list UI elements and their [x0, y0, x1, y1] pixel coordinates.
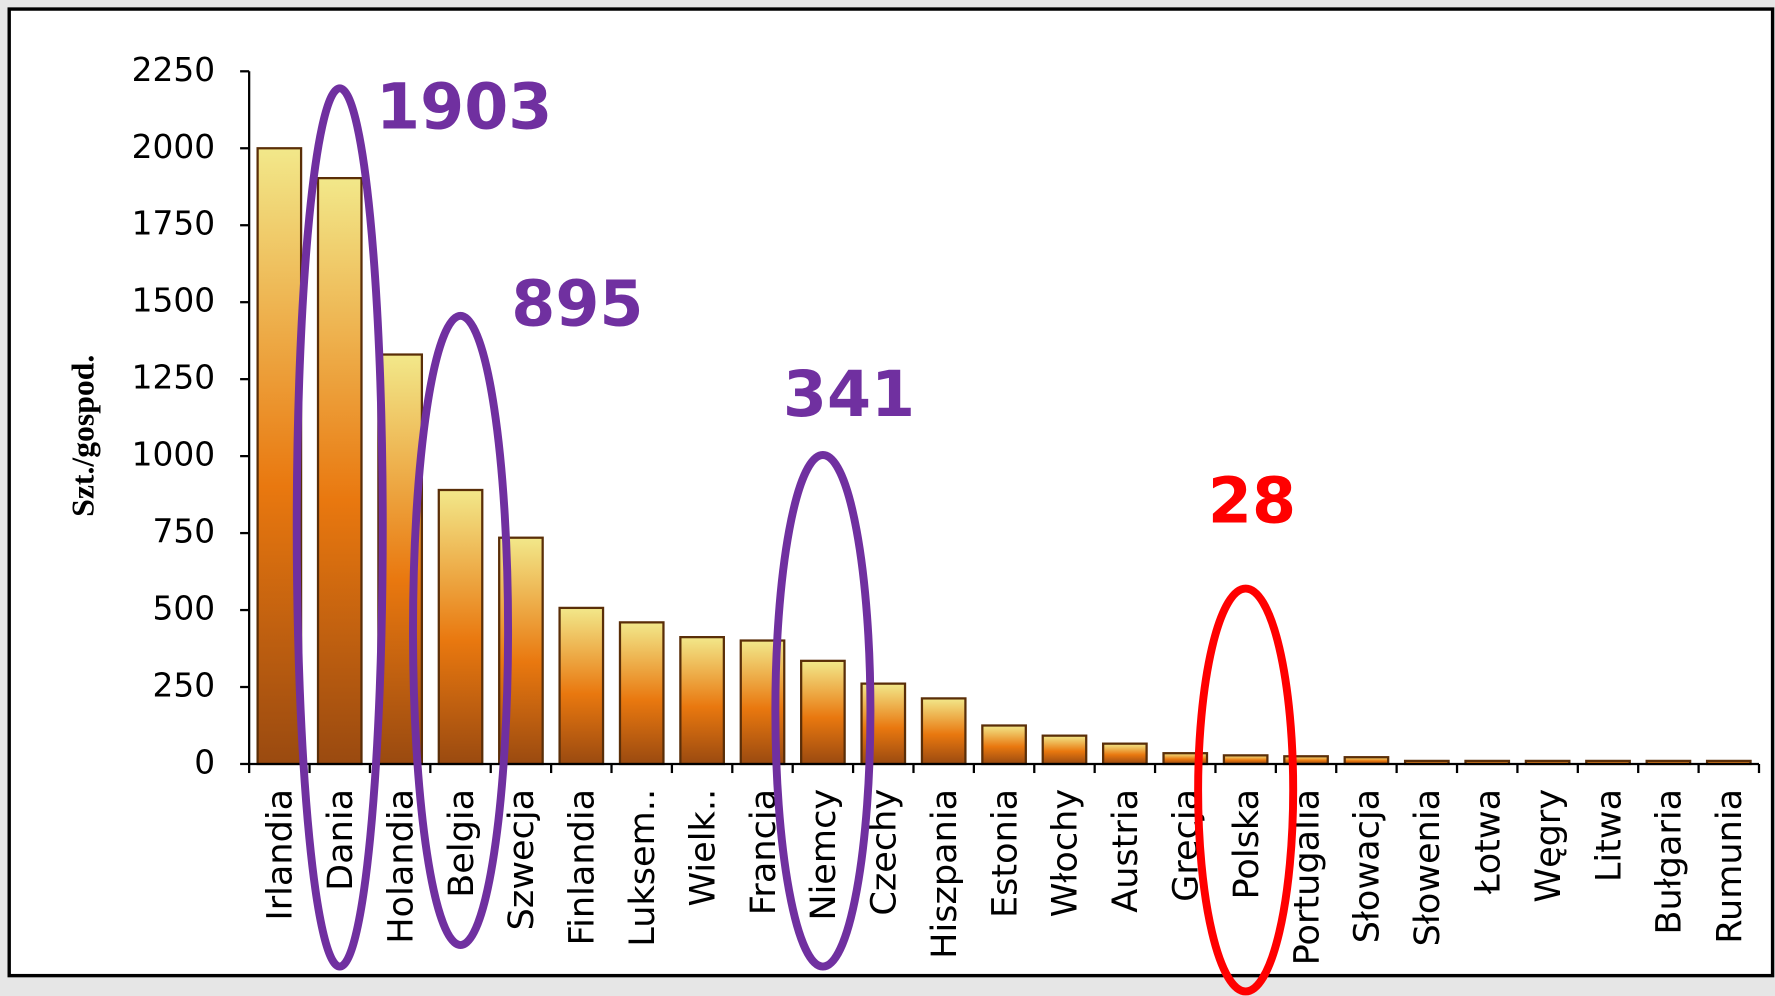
x-tick-label: Szwecja	[501, 789, 542, 930]
x-tick-label: Rumunia	[1709, 789, 1750, 944]
y-tick-label: 500	[153, 590, 216, 628]
x-tick-label: Wielk..	[682, 789, 723, 907]
x-tick-label: Łotwa	[1467, 789, 1508, 895]
bar	[1041, 734, 1088, 766]
highlight-ellipse	[409, 311, 513, 950]
bar	[618, 621, 665, 766]
x-tick-label: Irlandia	[260, 789, 301, 921]
x-tick-label: Dania	[320, 789, 361, 891]
x-tick-label: Holandia	[380, 789, 421, 944]
x-tick-label: Austria	[1105, 789, 1146, 913]
annotation: 341	[783, 357, 915, 431]
highlight-ellipse	[292, 84, 387, 971]
frame	[7, 7, 1775, 978]
bar	[437, 488, 484, 766]
x-tick-label: Słowenia	[1407, 789, 1448, 946]
x-tick-label: Niemcy	[803, 789, 844, 921]
y-tick-label: 1500	[132, 282, 216, 320]
highlight-ellipse	[771, 451, 875, 971]
x-tick-label: Hiszpania	[924, 789, 965, 959]
x-tick-label: Finlandia	[562, 789, 603, 946]
annotation: 28	[1208, 463, 1296, 537]
bar	[558, 606, 605, 766]
x-tick-label: Włochy	[1045, 789, 1086, 917]
y-tick-label: 1250	[132, 359, 216, 397]
bar	[1222, 754, 1269, 766]
highlight-ellipse	[1194, 584, 1298, 996]
y-tick-label: 2250	[132, 51, 216, 89]
y-axis-label: Szt./gospod.	[65, 355, 100, 517]
bar	[981, 724, 1027, 766]
y-tick-label: 1750	[132, 205, 216, 243]
bar	[316, 176, 363, 766]
y-tick-label: 0	[194, 743, 215, 781]
bar	[1101, 742, 1148, 766]
x-tick-label: Belgia	[441, 789, 482, 898]
x-tick-label: Słowacja	[1347, 789, 1388, 943]
y-tick-label: 1000	[132, 436, 216, 474]
bar	[800, 659, 846, 766]
y-tick-label: 250	[153, 667, 216, 705]
x-tick-label: Węgry	[1528, 789, 1569, 903]
annotation: 895	[511, 266, 643, 340]
x-tick-label: Luksem..	[622, 789, 663, 947]
y-tick-label: 750	[153, 513, 216, 551]
x-tick-label: Polska	[1226, 789, 1267, 900]
x-tick-label: Litwa	[1588, 789, 1629, 882]
x-tick-label: Estonia	[984, 789, 1025, 918]
bar	[679, 636, 725, 766]
bar	[920, 697, 967, 766]
x-tick-label: Bułgaria	[1649, 789, 1690, 935]
y-tick-label: 2000	[132, 128, 216, 166]
annotation: 1903	[376, 69, 552, 143]
